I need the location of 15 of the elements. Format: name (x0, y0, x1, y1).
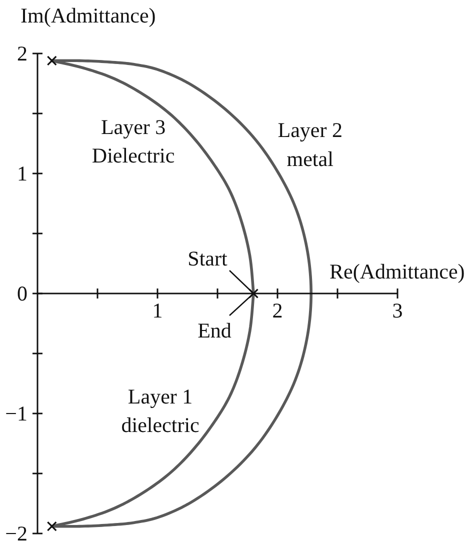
y-tick-label: −2 (5, 522, 28, 545)
series-label: Layer 3 Dielectric (92, 114, 175, 168)
x-tick-label: 2 (272, 298, 283, 322)
x-tick-label: 3 (392, 298, 403, 322)
annotation: End (198, 318, 232, 342)
series-label: Layer 2 metal (278, 118, 342, 171)
x-axis-title: Re(Admittance) (330, 260, 465, 284)
y-tick-label: 2 (17, 42, 28, 66)
y-tick-label: 0 (17, 282, 28, 306)
y-axis-title: Im(Admittance) (20, 4, 156, 28)
y-tick-label: 1 (17, 162, 28, 186)
y-tick-label: −1 (5, 402, 28, 426)
x-tick-label: 1 (152, 298, 163, 322)
annotation: Start (188, 246, 228, 270)
series-label: Layer 1 dielectric (121, 384, 200, 438)
